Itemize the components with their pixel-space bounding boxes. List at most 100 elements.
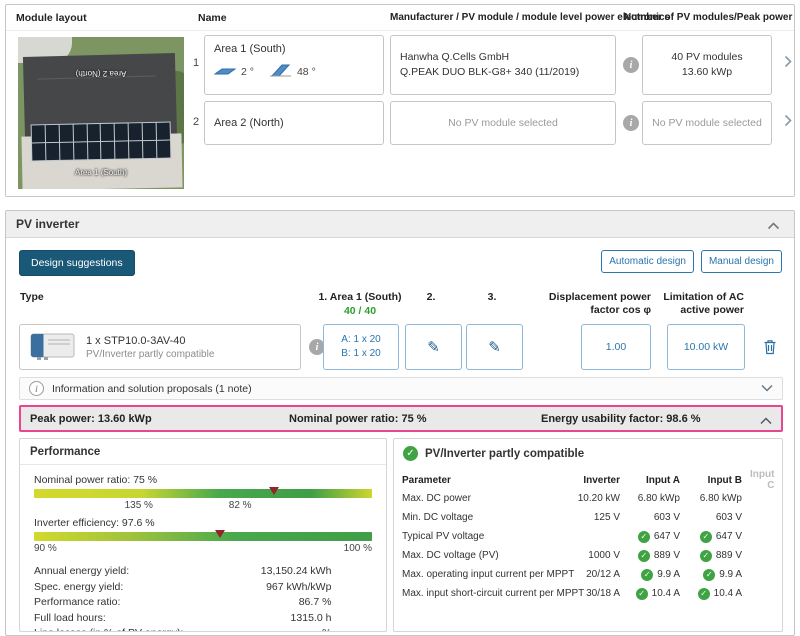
column-header-module-layout: Module layout	[16, 12, 87, 24]
summary-usability-factor: Energy usability factor: 98.6 %	[541, 413, 701, 425]
table-row: Min. DC voltage 125 V 603 V 603 V	[402, 512, 742, 523]
roof-tilt-icon	[213, 64, 237, 80]
inverter-efficiency-label: Inverter efficiency: 97.6 %	[34, 517, 155, 529]
results-detail-area: Performance Nominal power ratio: 75 % 13…	[19, 438, 783, 632]
row1-peak-power: 13.60 kWp	[681, 66, 733, 78]
row2-module-field[interactable]: No PV module selected	[390, 101, 616, 145]
results-summary-row[interactable]: Peak power: 13.60 kWp Nominal power rati…	[19, 405, 783, 432]
check-circle-icon	[403, 446, 418, 461]
expand-chevron-down-icon[interactable]	[761, 383, 773, 395]
table-row: Max. DC power 10.20 kW 6.80 kWp 6.80 kWp	[402, 493, 742, 504]
inverter-model: 1 x STP10.0-3AV-40	[86, 334, 186, 347]
collapse-chevron-up-icon[interactable]	[767, 221, 780, 233]
stat-row: Full load hours: 1315.0 h	[34, 611, 332, 624]
table-row: Max. DC voltage (PV) 1000 V 889 V 889 V	[402, 546, 774, 565]
pencil-icon: ✎	[427, 339, 440, 356]
check-circle-icon	[637, 549, 650, 562]
delete-inverter-trash-icon[interactable]	[763, 339, 777, 358]
check-circle-icon	[703, 568, 716, 581]
column-header-manufacturer: Manufacturer / PV module / module level …	[390, 12, 671, 23]
compatibility-panel: PV/Inverter partly compatible Parameter …	[393, 438, 783, 632]
bar-tick: 100 %	[343, 543, 372, 554]
summary-nominal-ratio: Nominal power ratio: 75 %	[289, 413, 427, 425]
nominal-power-ratio-bar: 135 % 82 %	[34, 487, 372, 514]
inverter-efficiency-bar: 90 % 100 %	[34, 530, 372, 557]
stat-row: Annual energy yield: 13,150.24 kWh	[34, 565, 332, 577]
compatibility-title-row: PV/Inverter partly compatible	[394, 439, 782, 467]
table-row: Typical PV voltage 647 V 647 V	[402, 527, 774, 546]
section-title: PV inverter	[16, 217, 80, 231]
collapse-chevron-up-icon[interactable]	[760, 416, 772, 428]
row1-module-info-icon[interactable]	[623, 57, 639, 73]
column-header-displacement: Displacement power factor cos φ	[548, 291, 651, 316]
compatibility-title: PV/Inverter partly compatible	[425, 447, 585, 460]
row1-name-field[interactable]: Area 1 (South) 2 ° 48 °	[204, 35, 384, 95]
bar-tick: 135 %	[124, 500, 153, 511]
row1-manufacturer: Hanwha Q.Cells GmbH	[400, 51, 510, 63]
area3-edit-field[interactable]: ✎	[466, 324, 523, 370]
column-header-type: Type	[20, 291, 44, 303]
manual-design-button[interactable]: Manual design	[700, 250, 782, 273]
stat-row: Performance ratio: 86.7 %	[34, 596, 332, 608]
map-pv-array	[30, 121, 172, 162]
row1-module-type: Q.PEAK DUO BLK-G8+ 340 (11/2019)	[400, 66, 580, 78]
automatic-design-button[interactable]: Automatic design	[601, 250, 694, 273]
performance-title: Performance	[20, 439, 386, 465]
column-header-area1: 1. Area 1 (South) 40 / 40	[305, 291, 415, 317]
area1-assigned-count: 40 / 40	[343, 305, 377, 317]
column-header-modules-peak: Number of PV modules/Peak power	[624, 12, 793, 23]
inverter-compatibility-note: PV/Inverter partly compatible	[86, 348, 215, 360]
ac-power-limit-field[interactable]: 10.00 kW	[667, 324, 745, 370]
map-area1-label: Area 1 (South)	[74, 168, 128, 177]
row1-tilt-a: 2 °	[241, 66, 254, 78]
check-circle-icon	[699, 530, 712, 543]
design-button-group: Automatic design Manual design	[601, 250, 782, 273]
bar-marker-icon	[268, 487, 279, 495]
note-text: Information and solution proposals (1 no…	[52, 382, 252, 395]
column-header-2: 2.	[426, 291, 436, 303]
inverter-icon	[30, 331, 76, 364]
module-layout-map[interactable]: Area 2 (North) Area 1 (South)	[18, 37, 184, 189]
check-circle-icon	[637, 530, 650, 543]
bar-tick: 82 %	[228, 500, 252, 511]
check-circle-icon	[641, 568, 654, 581]
row2-expand-chevron-icon[interactable]	[784, 114, 792, 130]
bar-tick: 90 %	[34, 543, 57, 554]
inverter-row: 1 x STP10.0-3AV-40 PV/Inverter partly co…	[6, 324, 794, 370]
column-header-3: 3.	[487, 291, 497, 303]
row1-index: 1	[193, 57, 200, 69]
mppt-b-config: B: 1 x 20	[341, 348, 381, 359]
row2-no-count-text: No PV module selected	[652, 117, 762, 129]
panel-tilt-icon	[269, 63, 292, 81]
performance-stats: Annual energy yield: 13,150.24 kWh Spec. …	[34, 564, 372, 631]
row2-name-field[interactable]: Area 2 (North)	[204, 101, 384, 145]
design-suggestions-button[interactable]: Design suggestions	[19, 250, 135, 276]
column-header-name: Name	[198, 12, 227, 24]
inverter-table-header: Type 1. Area 1 (South) 40 / 40 2. 3. Dis…	[6, 291, 794, 323]
check-circle-icon	[697, 587, 710, 600]
stat-row: Spec. energy yield: 967 kWh/kWp	[34, 580, 332, 593]
mppt-configuration-field[interactable]: A: 1 x 20 B: 1 x 20	[323, 324, 399, 370]
pv-inverter-section-header[interactable]: PV inverter	[6, 211, 794, 238]
row2-module-info-icon[interactable]	[623, 115, 639, 131]
check-circle-icon	[699, 549, 712, 562]
module-layout-panel: Module layout Name Manufacturer / PV mod…	[5, 4, 795, 197]
row1-module-field[interactable]: Hanwha Q.Cells GmbH Q.PEAK DUO BLK-G8+ 3…	[390, 35, 616, 95]
stat-row: Line losses (in % of PV energy):--- %	[34, 626, 372, 631]
row1-module-count: 40 PV modules	[671, 51, 743, 63]
inverter-type-field[interactable]: 1 x STP10.0-3AV-40 PV/Inverter partly co…	[19, 324, 301, 370]
inverter-info-icon[interactable]	[309, 339, 325, 355]
row2-index: 2	[193, 116, 200, 128]
row2-count-field[interactable]: No PV module selected	[642, 101, 772, 145]
table-row: Max. input short-circuit current per MPP…	[402, 584, 774, 603]
information-proposals-row[interactable]: Information and solution proposals (1 no…	[19, 377, 783, 400]
nominal-power-ratio-label: Nominal power ratio: 75 %	[34, 474, 158, 486]
cos-phi-field[interactable]: 1.00	[581, 324, 651, 370]
compatibility-table-header: Parameter Inverter Input A Input B Input…	[402, 469, 775, 491]
area2-edit-field[interactable]: ✎	[405, 324, 462, 370]
table-row: Max. operating input current per MPPT 20…	[402, 565, 774, 584]
note-info-icon	[29, 381, 44, 396]
row1-count-field[interactable]: 40 PV modules 13.60 kWp	[642, 35, 772, 95]
row1-expand-chevron-icon[interactable]	[784, 55, 792, 71]
